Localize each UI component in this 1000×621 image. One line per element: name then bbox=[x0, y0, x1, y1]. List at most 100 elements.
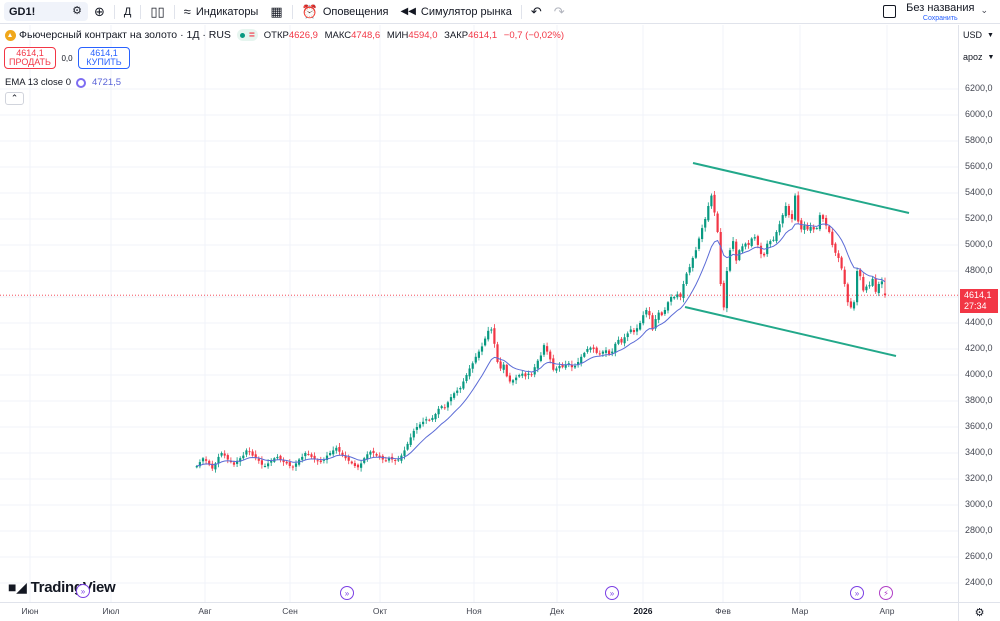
equals-icon: = bbox=[248, 29, 255, 41]
buy-label: КУПИТЬ bbox=[86, 57, 122, 67]
candle-body bbox=[601, 351, 604, 354]
candle-body bbox=[542, 345, 546, 355]
candle-body bbox=[211, 463, 214, 469]
candle-body bbox=[316, 460, 319, 462]
candle-body bbox=[232, 462, 236, 465]
candle-body bbox=[378, 455, 381, 457]
dividend-event-icon[interactable]: » bbox=[605, 586, 619, 600]
candle-body bbox=[725, 271, 728, 309]
candle-body bbox=[508, 375, 511, 382]
candle-body bbox=[670, 297, 673, 302]
candle-body bbox=[747, 242, 750, 245]
candle-body bbox=[518, 375, 521, 377]
close-value: 4614,1 bbox=[468, 29, 498, 41]
collapse-legend-button[interactable]: ⌃ bbox=[5, 92, 24, 105]
candlestick-chart[interactable] bbox=[0, 25, 958, 602]
chart-settings-button[interactable]: ⚙ bbox=[958, 602, 1000, 621]
indicators-label: Индикаторы bbox=[195, 5, 259, 18]
candle-body bbox=[499, 361, 502, 369]
candle-body bbox=[291, 466, 294, 468]
candle-body bbox=[409, 437, 412, 445]
candle-body bbox=[763, 253, 766, 256]
symbol-name: GD1! bbox=[9, 5, 36, 18]
candle-body bbox=[629, 329, 632, 333]
market-status-badge[interactable]: = bbox=[236, 29, 258, 41]
divider bbox=[520, 4, 522, 19]
price-axis[interactable] bbox=[958, 25, 1000, 602]
candle-body bbox=[719, 232, 722, 284]
candle-body bbox=[434, 414, 437, 420]
time-axis[interactable] bbox=[0, 602, 958, 621]
candle-body bbox=[617, 339, 620, 344]
flash-event-icon[interactable]: ⚡ bbox=[879, 586, 893, 600]
save-link[interactable]: Сохранить bbox=[922, 15, 958, 22]
candle-body bbox=[496, 344, 499, 362]
candles-icon: ▯▯ bbox=[150, 4, 165, 19]
chart-pane[interactable] bbox=[0, 25, 958, 602]
candle-body bbox=[344, 455, 347, 459]
unit-select[interactable]: apoz ▼ bbox=[963, 52, 994, 62]
candle-body bbox=[735, 241, 738, 261]
alerts-button[interactable]: ⏰ Оповещения bbox=[296, 0, 395, 24]
redo-button[interactable]: ↷ bbox=[548, 0, 571, 24]
candle-body bbox=[425, 419, 428, 421]
undo-icon: ↶ bbox=[530, 4, 542, 19]
instrument-title[interactable]: Фьючерсный контракт на золото · 1Д · RUS bbox=[19, 29, 231, 41]
layout-title[interactable]: Без названия Сохранить ⌄ bbox=[883, 2, 988, 23]
candle-body bbox=[415, 427, 418, 430]
interval-button[interactable]: Д bbox=[118, 0, 137, 24]
candle-body bbox=[676, 294, 679, 298]
ohlc-values: ОТКР4626,9 МАКС4748,6 МИН4594,0 ЗАКР4614… bbox=[264, 30, 568, 41]
candle-body bbox=[843, 269, 846, 284]
price-tick-label: 3600,0 bbox=[965, 421, 993, 431]
candle-body bbox=[657, 312, 660, 320]
compare-button[interactable]: ⊕ bbox=[88, 0, 111, 24]
templates-button[interactable]: ▦ bbox=[264, 0, 288, 24]
dividend-event-icon[interactable]: » bbox=[76, 584, 90, 598]
sell-button[interactable]: 4614,1 ПРОДАТЬ bbox=[4, 47, 56, 69]
candle-body bbox=[849, 301, 852, 308]
candle-body bbox=[462, 381, 465, 389]
grid-icon: ▦ bbox=[270, 4, 283, 19]
last-price-label: 4614,1 27:34 bbox=[960, 289, 998, 313]
candle-body bbox=[322, 459, 325, 461]
chart-type-button[interactable]: ▯▯ bbox=[144, 0, 170, 24]
watchlist-flag-icon[interactable]: ⚙ bbox=[72, 5, 82, 17]
indicators-button[interactable]: ≈ Индикаторы bbox=[178, 0, 265, 24]
candle-body bbox=[831, 231, 834, 245]
candle-body bbox=[775, 232, 778, 242]
dividend-event-icon[interactable]: » bbox=[340, 586, 354, 600]
plus-circle-icon: ⊕ bbox=[94, 4, 105, 19]
candle-body bbox=[859, 269, 862, 277]
ema-legend[interactable]: EMA 13 close 0 4721,5 bbox=[5, 77, 121, 88]
candle-body bbox=[654, 319, 657, 329]
candle-body bbox=[577, 362, 580, 366]
undo-button[interactable]: ↶ bbox=[525, 0, 548, 24]
candle-body bbox=[437, 408, 440, 415]
chevron-down-icon[interactable]: ⌄ bbox=[980, 5, 988, 15]
candle-body bbox=[530, 374, 533, 376]
candle-body bbox=[307, 454, 310, 456]
candle-body bbox=[282, 460, 285, 463]
low-value: 4594,0 bbox=[408, 29, 438, 41]
currency-select[interactable]: USD ▼ bbox=[963, 30, 994, 40]
buy-button[interactable]: 4614,1 КУПИТЬ bbox=[78, 47, 130, 69]
symbol-search[interactable]: GD1! ⚙ bbox=[4, 2, 88, 21]
candle-body bbox=[471, 363, 474, 369]
price-tick-label: 4800,0 bbox=[965, 265, 993, 275]
price-tick-label: 3200,0 bbox=[965, 473, 993, 483]
candle-body bbox=[784, 206, 787, 217]
candle-body bbox=[521, 373, 524, 376]
candle-body bbox=[310, 454, 313, 457]
dividend-event-icon[interactable]: » bbox=[850, 586, 864, 600]
logo-text: TradingView bbox=[30, 579, 116, 596]
candle-body bbox=[412, 430, 415, 438]
time-tick-label: Июл bbox=[102, 606, 120, 616]
loading-spinner-icon bbox=[76, 77, 87, 88]
replay-button[interactable]: ◀◀ Симулятор рынка bbox=[395, 0, 518, 24]
candle-body bbox=[756, 236, 759, 245]
candle-body bbox=[868, 285, 871, 287]
replay-label: Симулятор рынка bbox=[420, 5, 512, 18]
tradingview-logo[interactable]: ■◢ TradingView bbox=[8, 579, 116, 596]
candle-body bbox=[446, 402, 449, 408]
